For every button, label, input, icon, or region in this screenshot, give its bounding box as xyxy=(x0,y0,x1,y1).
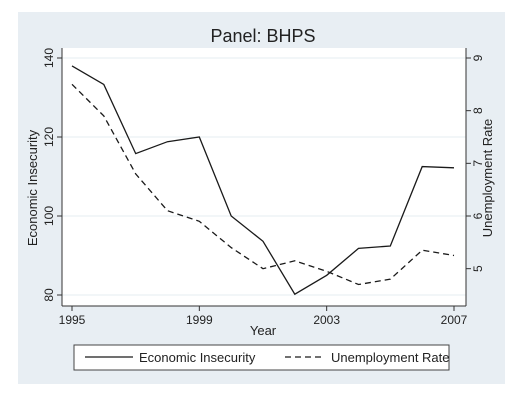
y-left-tick-label: 100 xyxy=(42,206,56,226)
y-right-tick-label: 7 xyxy=(471,160,485,167)
y-axis-left-label: Economic Insecurity xyxy=(25,129,40,246)
grid-lines xyxy=(62,57,466,296)
chart-title: Panel: BHPS xyxy=(210,26,315,46)
y-left-tick-label: 120 xyxy=(42,127,56,147)
legend-label-unemployment-rate: Unemployment Rate xyxy=(331,350,450,365)
y-right-tick-label: 6 xyxy=(471,212,485,219)
y-right-tick-label: 8 xyxy=(471,107,485,114)
series-layer xyxy=(71,65,455,296)
y-right-tick-label: 5 xyxy=(471,265,485,272)
series-line-economic-insecurity xyxy=(71,65,455,296)
x-tick-label: 2003 xyxy=(313,313,340,327)
y-left-tick-label: 140 xyxy=(42,48,56,68)
series-line-unemployment-rate xyxy=(71,83,455,286)
x-tick-label: 2007 xyxy=(441,313,468,327)
y-left-tick-label: 80 xyxy=(42,288,56,302)
x-axis-label: Year xyxy=(250,323,277,338)
x-tick-label: 1995 xyxy=(59,313,86,327)
axes: 80 100 120 140 5 6 7 8 9 1995 1999 2003 2007 xyxy=(42,48,485,327)
y-axis-right-label: Unemployment Rate xyxy=(480,119,495,238)
legend xyxy=(73,344,450,371)
y-right-tick-label: 9 xyxy=(471,54,485,61)
plot-area xyxy=(62,48,466,306)
legend-label-economic-insecurity: Economic Insecurity xyxy=(139,350,256,365)
x-tick-label: 1999 xyxy=(186,313,213,327)
